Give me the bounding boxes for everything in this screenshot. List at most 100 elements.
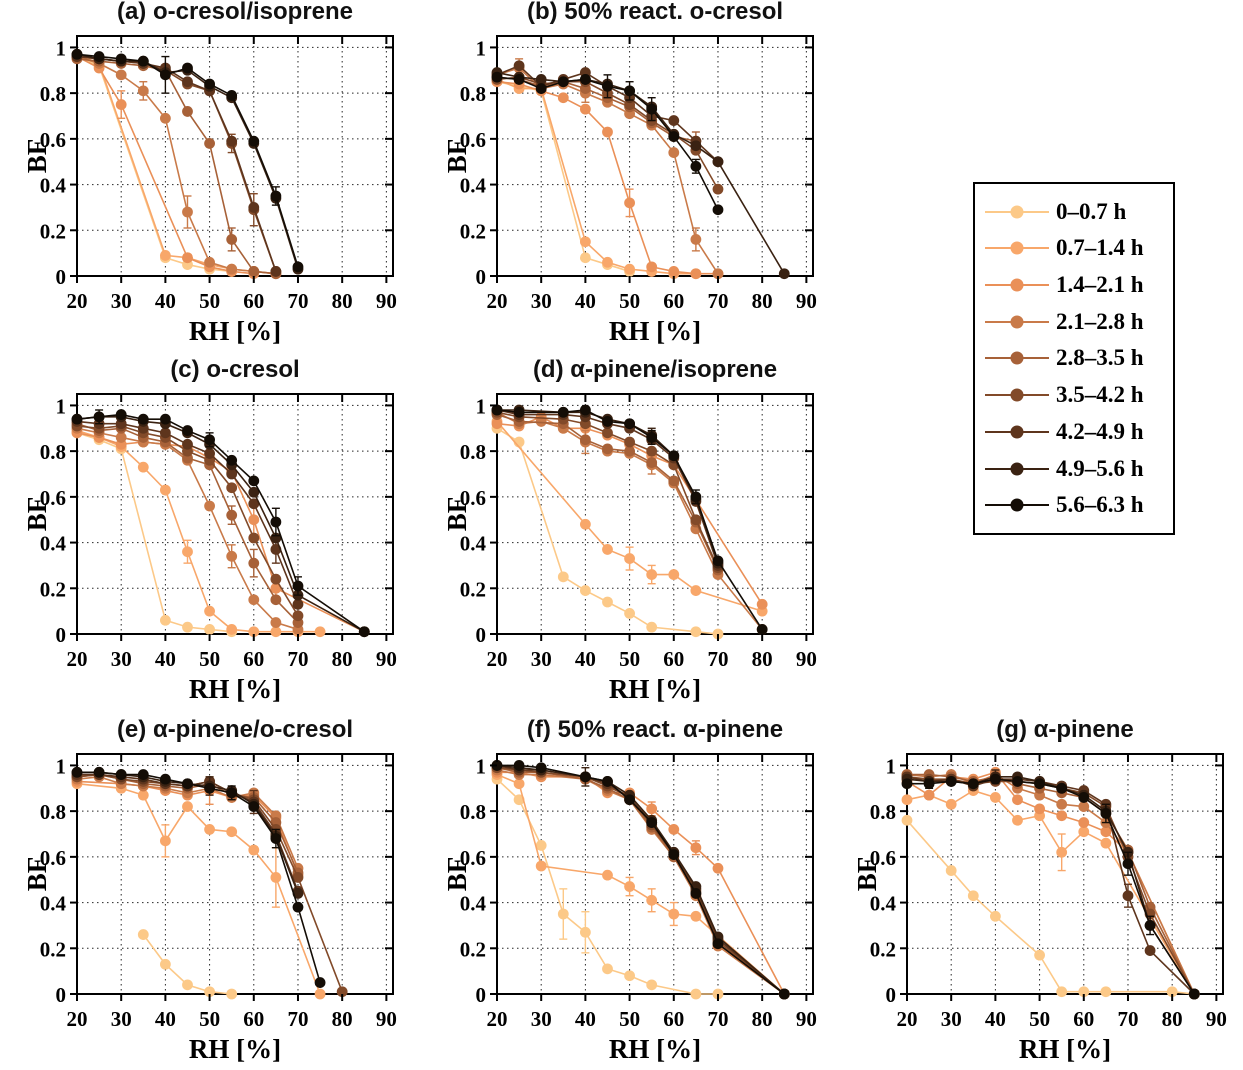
svg-text:90: 90 [376,647,397,671]
svg-text:40: 40 [155,289,176,313]
panel-g: (g) α-pinene BF 20 30 40 50 60 70 80 90 0 0.2 0.4 0… [852,716,1243,1070]
legend-marker-icon [985,425,1049,439]
svg-text:1: 1 [476,754,487,778]
svg-text:60: 60 [243,1007,264,1031]
svg-text:60: 60 [243,647,264,671]
svg-text:0.8: 0.8 [460,800,486,824]
legend: 0–0.7 h 0.7–1.4 h 1.4–2.1 h 2.1–2.8 h 2.… [973,182,1175,535]
panel-d-plot: 20 30 40 50 60 70 80 90 0 0.2 0.4 0.6 0.8 1 [460,393,817,671]
svg-text:50: 50 [619,647,640,671]
svg-text:80: 80 [752,289,773,313]
panel-e-xlabel: RH [%] [188,1034,282,1064]
svg-text:0.6: 0.6 [40,486,66,510]
svg-text:0.4: 0.4 [460,892,487,916]
svg-text:70: 70 [287,289,308,313]
svg-text:40: 40 [985,1007,1006,1031]
svg-text:0.8: 0.8 [460,82,486,106]
panel-g-xlabel: RH [%] [1018,1034,1112,1064]
svg-text:90: 90 [796,289,817,313]
svg-text:40: 40 [155,647,176,671]
svg-text:1: 1 [476,36,487,60]
legend-item-label: 4.9–5.6 h [1056,455,1144,481]
svg-text:90: 90 [1206,1007,1227,1031]
svg-text:0.6: 0.6 [40,846,66,870]
svg-text:50: 50 [619,289,640,313]
svg-text:0: 0 [886,983,897,1007]
panel-c-xlabel: RH [%] [188,674,282,704]
legend-item: 2.1–2.8 h [985,309,1173,335]
legend-item-label: 2.8–3.5 h [1056,345,1144,371]
panel-c-title: (c) o-cresol [170,356,300,383]
svg-text:0.6: 0.6 [460,128,486,152]
svg-text:0.6: 0.6 [870,846,896,870]
panel-b-title: (b) 50% react. o-cresol [526,0,784,25]
svg-text:1: 1 [56,36,67,60]
panel-e-plot: 20 30 40 50 60 70 80 90 0 0.2 0.4 0.6 0.8 1 [40,753,397,1031]
legend-marker-icon [985,241,1049,255]
svg-text:40: 40 [575,289,596,313]
legend-marker-icon [985,278,1049,292]
svg-text:20: 20 [67,647,88,671]
panel-d: (d) α-pinene/isoprene BF 20 30 40 50 60 70 80 9… [442,356,833,710]
svg-text:0: 0 [56,265,67,289]
legend-item: 0.7–1.4 h [985,235,1173,261]
legend-item: 0–0.7 h [985,199,1173,225]
svg-text:80: 80 [332,289,353,313]
svg-text:90: 90 [376,289,397,313]
svg-text:0.6: 0.6 [460,846,486,870]
svg-text:0.4: 0.4 [870,892,897,916]
legend-item: 4.9–5.6 h [985,456,1173,482]
panel-c: (c) o-cresol BF 20 30 40 50 60 70 80 90 0 0.2 0.4 0… [22,356,413,710]
panel-e: (e) α-pinene/o-cresol BF 20 30 40 50 60 70 80 9… [22,716,413,1070]
panel-e-title: (e) α-pinene/o-cresol [116,716,354,743]
panel-a-plot: 20 30 40 50 60 70 80 90 0 0.2 0.4 0.6 0.8 1 [40,35,397,313]
svg-text:0.4: 0.4 [40,532,67,556]
svg-text:50: 50 [1029,1007,1050,1031]
svg-text:70: 70 [707,289,728,313]
svg-text:0: 0 [476,623,487,647]
svg-text:60: 60 [663,289,684,313]
svg-text:70: 70 [287,647,308,671]
svg-text:0: 0 [476,983,487,1007]
svg-text:50: 50 [199,289,220,313]
svg-text:70: 70 [1117,1007,1138,1031]
svg-text:0.8: 0.8 [40,82,66,106]
svg-text:50: 50 [199,1007,220,1031]
legend-item: 5.6–6.3 h [985,492,1173,518]
panel-a-title: (a) o-cresol/isoprene [116,0,354,25]
svg-text:0.6: 0.6 [460,486,486,510]
panel-g-title: (g) α-pinene [996,716,1134,743]
legend-item-label: 5.6–6.3 h [1056,492,1144,518]
svg-text:30: 30 [941,1007,962,1031]
svg-text:0: 0 [56,623,67,647]
svg-text:70: 70 [707,647,728,671]
svg-text:0.2: 0.2 [40,577,66,601]
svg-text:0.2: 0.2 [40,937,66,961]
svg-text:0.4: 0.4 [40,174,67,198]
svg-text:1: 1 [56,754,67,778]
svg-text:0: 0 [476,265,487,289]
svg-text:40: 40 [575,1007,596,1031]
svg-text:20: 20 [487,1007,508,1031]
svg-text:30: 30 [531,647,552,671]
svg-text:20: 20 [67,1007,88,1031]
panel-d-title: (d) α-pinene/isoprene [532,356,778,383]
legend-item-label: 0–0.7 h [1056,198,1127,224]
svg-text:0.4: 0.4 [40,892,67,916]
panel-b-xlabel: RH [%] [608,316,702,346]
svg-text:0.6: 0.6 [40,128,66,152]
svg-text:0.2: 0.2 [40,219,66,243]
panel-f-title: (f) 50% react. α-pinene [526,716,784,743]
svg-text:20: 20 [897,1007,918,1031]
svg-text:0.4: 0.4 [460,174,487,198]
svg-text:40: 40 [575,647,596,671]
svg-text:80: 80 [332,647,353,671]
legend-item: 2.8–3.5 h [985,345,1173,371]
legend-item-label: 0.7–1.4 h [1056,235,1144,261]
legend-item-label: 1.4–2.1 h [1056,272,1144,298]
svg-text:80: 80 [752,1007,773,1031]
svg-text:60: 60 [243,289,264,313]
svg-text:70: 70 [287,1007,308,1031]
svg-text:50: 50 [619,1007,640,1031]
legend-marker-icon [985,351,1049,365]
